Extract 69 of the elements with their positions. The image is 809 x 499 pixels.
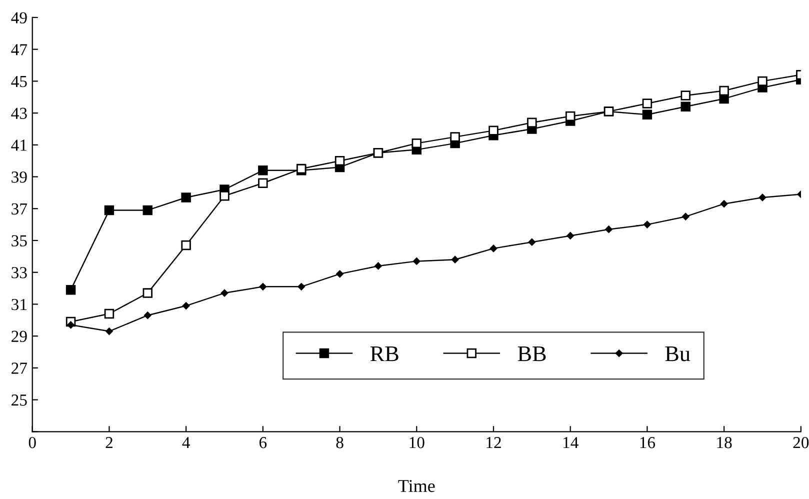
y-tick-label: 45 xyxy=(11,76,27,88)
point xyxy=(334,156,345,166)
x-tick-label: 6 xyxy=(259,437,267,448)
y-tick-label: 47 xyxy=(11,44,28,56)
y-tick-label: 31 xyxy=(12,298,26,310)
legend-label: RB xyxy=(370,346,398,362)
point xyxy=(412,138,422,148)
y-tick-label: 43 xyxy=(11,108,27,119)
point xyxy=(527,118,537,128)
x-tick-label: 16 xyxy=(640,437,656,448)
point xyxy=(758,76,768,86)
point xyxy=(181,192,191,202)
point xyxy=(374,262,382,270)
y-tick-label: 41 xyxy=(11,140,26,151)
point xyxy=(144,312,152,319)
point xyxy=(142,205,153,216)
point xyxy=(106,328,113,335)
point xyxy=(680,90,690,100)
legend-label: BB xyxy=(518,346,546,362)
point xyxy=(104,205,114,216)
x-tick-label: 8 xyxy=(336,436,344,448)
point xyxy=(720,200,728,208)
point xyxy=(336,270,344,278)
point xyxy=(680,102,690,112)
point xyxy=(565,111,576,122)
x-tick-label: 12 xyxy=(486,437,501,448)
point xyxy=(142,288,153,298)
point xyxy=(758,194,766,202)
x-tick-label: 4 xyxy=(182,437,190,448)
y-tick-label: 27 xyxy=(12,362,28,374)
x-tick-label: 20 xyxy=(793,436,809,448)
point xyxy=(259,283,267,290)
point xyxy=(566,232,574,240)
point xyxy=(298,283,305,290)
point xyxy=(719,86,729,96)
point xyxy=(181,240,191,250)
point xyxy=(490,244,498,252)
point xyxy=(605,226,612,233)
point xyxy=(682,212,690,220)
point xyxy=(220,191,230,201)
y-tick-label: 29 xyxy=(12,330,27,342)
x-tick-label: 14 xyxy=(563,437,578,448)
point xyxy=(104,308,114,319)
point xyxy=(642,110,652,120)
point xyxy=(528,238,536,246)
x-tick-label: 2 xyxy=(106,437,112,448)
point xyxy=(258,166,268,176)
point xyxy=(642,98,652,108)
point xyxy=(67,321,74,329)
point xyxy=(450,132,460,142)
point xyxy=(182,302,190,310)
point xyxy=(220,289,228,297)
point xyxy=(488,126,498,136)
point xyxy=(258,178,268,188)
y-tick-label: 37 xyxy=(12,203,28,215)
x-tick-label: 18 xyxy=(717,436,732,448)
x-tick-label: 0 xyxy=(28,436,36,448)
y-tick-label: 35 xyxy=(12,235,27,246)
point xyxy=(644,220,651,228)
x-tick-label: 10 xyxy=(410,436,424,448)
point xyxy=(451,256,459,264)
y-tick-label: 33 xyxy=(12,267,27,278)
legend-label: Bu xyxy=(665,346,690,362)
y-tick-label: 39 xyxy=(12,172,27,183)
y-tick-label: 25 xyxy=(12,394,27,406)
y-tick-label: 49 xyxy=(11,12,27,24)
point xyxy=(66,285,76,295)
point xyxy=(412,258,420,265)
x-axis-title: Time xyxy=(398,480,435,492)
